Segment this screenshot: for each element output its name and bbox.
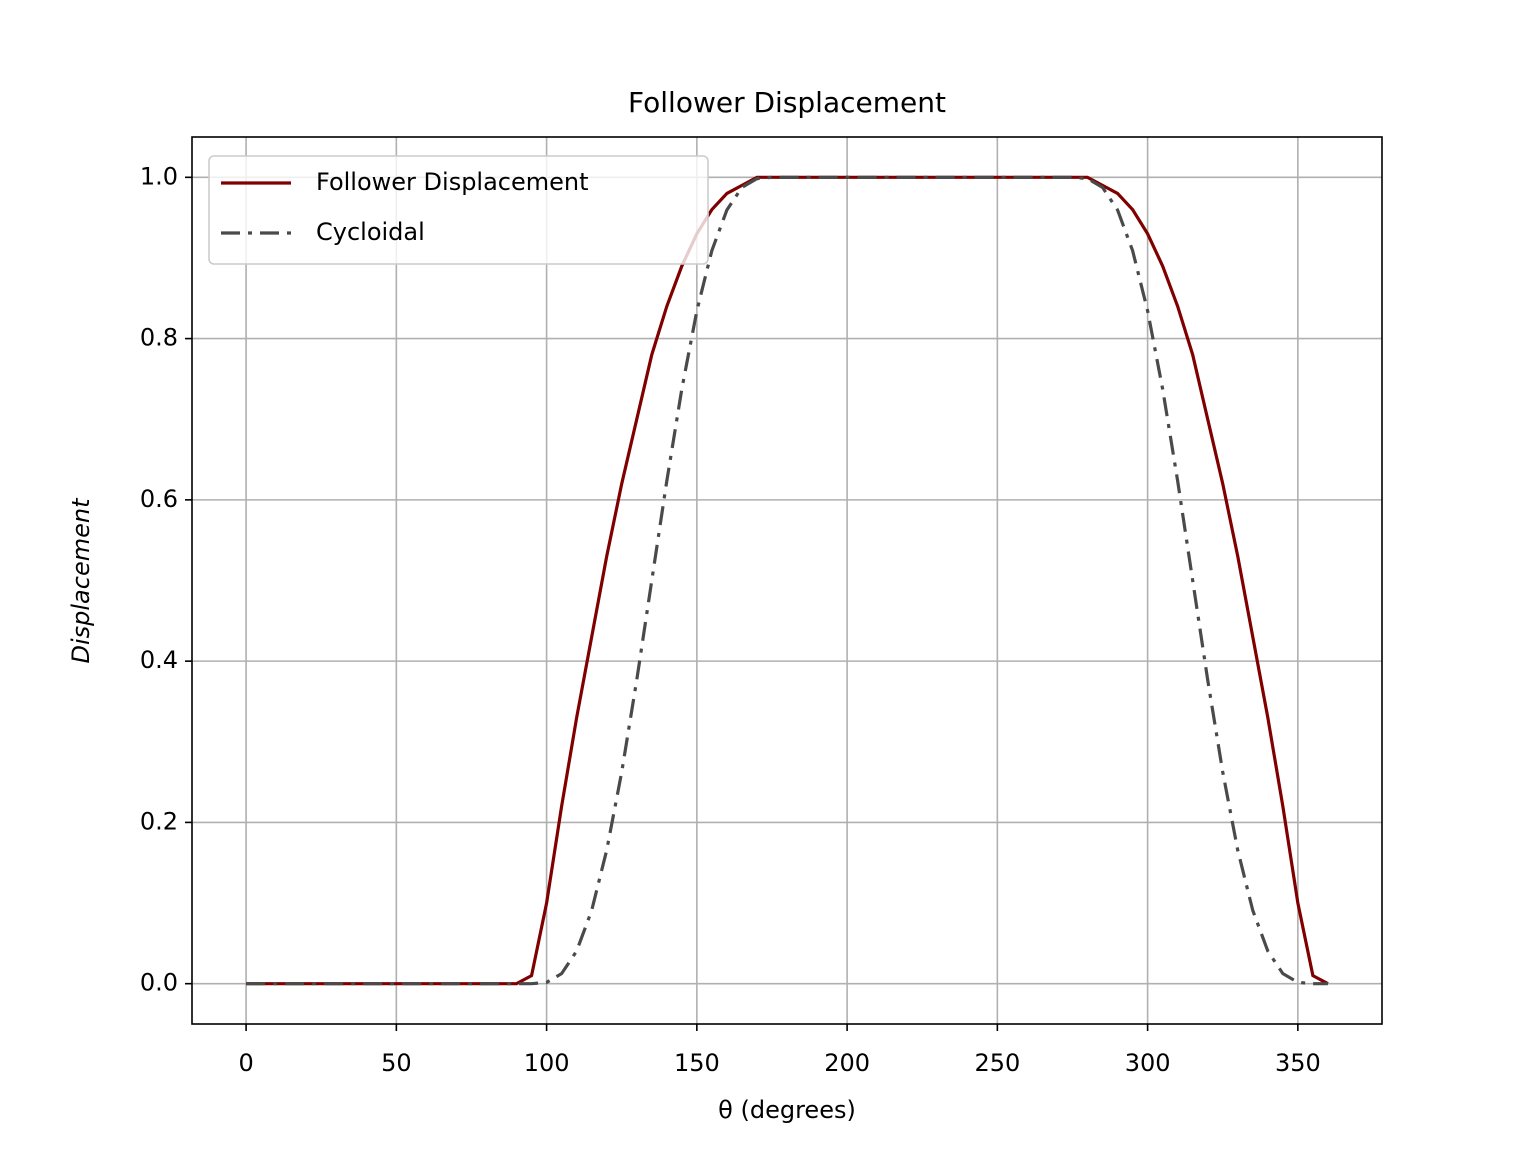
x-tick-label: 0 <box>238 1049 253 1077</box>
x-tick-label: 250 <box>974 1049 1020 1077</box>
y-tick-label: 0.8 <box>140 324 178 352</box>
chart-title: Follower Displacement <box>628 86 946 119</box>
y-axis-label: Displacement <box>67 497 95 664</box>
legend-label: Follower Displacement <box>316 168 589 196</box>
plot-frame <box>191 136 1383 1025</box>
x-axis-label: θ (degrees) <box>718 1096 856 1124</box>
x-tick-label: 150 <box>674 1049 720 1077</box>
x-tick-label: 350 <box>1275 1049 1321 1077</box>
x-tick-label: 100 <box>524 1049 570 1077</box>
legend: Follower Displacement Cycloidal <box>208 155 709 265</box>
x-tick-label: 200 <box>824 1049 870 1077</box>
y-tick-label: 1.0 <box>140 162 178 190</box>
series-line <box>246 175 1328 986</box>
series-line <box>246 175 1329 986</box>
y-tick-label: 0.4 <box>140 646 178 674</box>
x-tick-label: 300 <box>1125 1049 1171 1077</box>
x-tick-label: 50 <box>381 1049 412 1077</box>
legend-label: Cycloidal <box>316 218 425 246</box>
legend-box <box>208 155 709 265</box>
y-tick-label: 0.6 <box>140 485 178 513</box>
y-tick-label: 0.2 <box>140 807 178 835</box>
y-tick-label: 0.0 <box>140 969 178 997</box>
